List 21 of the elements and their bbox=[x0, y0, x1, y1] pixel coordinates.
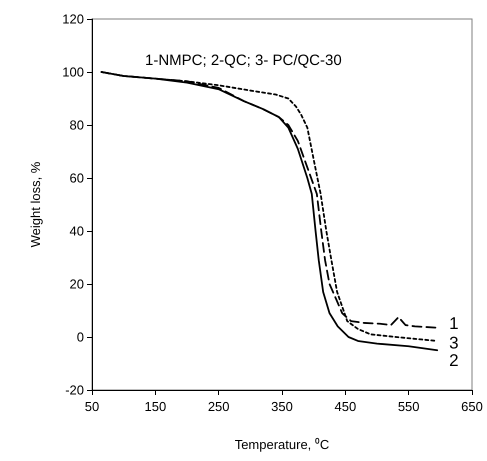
x-tick-label: 50 bbox=[84, 399, 100, 414]
series-label: 1 bbox=[449, 314, 459, 334]
series-label: 2 bbox=[449, 350, 459, 370]
x-tick-label: 150 bbox=[144, 399, 166, 414]
y-tick-label: -20 bbox=[65, 382, 84, 398]
y-axis-title: Weight loss, % bbox=[28, 161, 43, 248]
x-tick-label: 250 bbox=[208, 399, 230, 414]
y-tick-label: 0 bbox=[76, 330, 84, 344]
x-tick-label: 550 bbox=[398, 399, 420, 414]
y-tick-label: 100 bbox=[62, 64, 84, 80]
x-axis-title: Temperature, ⁰C bbox=[234, 437, 330, 452]
text: 1-NMPC; 2-QC; 3- PC/QC-30 bbox=[145, 52, 342, 69]
y-tick-label: 60 bbox=[70, 170, 84, 186]
y-tick-label: 80 bbox=[70, 118, 84, 132]
series-label: 3 bbox=[449, 333, 459, 352]
y-tick-label: 20 bbox=[70, 276, 84, 292]
x-tick-label: 450 bbox=[334, 399, 356, 414]
y-tick-label: 120 bbox=[62, 12, 84, 26]
x-tick-label: 650 bbox=[461, 399, 483, 414]
x-tick-label: 350 bbox=[271, 399, 293, 414]
y-tick-label: 40 bbox=[70, 224, 84, 238]
